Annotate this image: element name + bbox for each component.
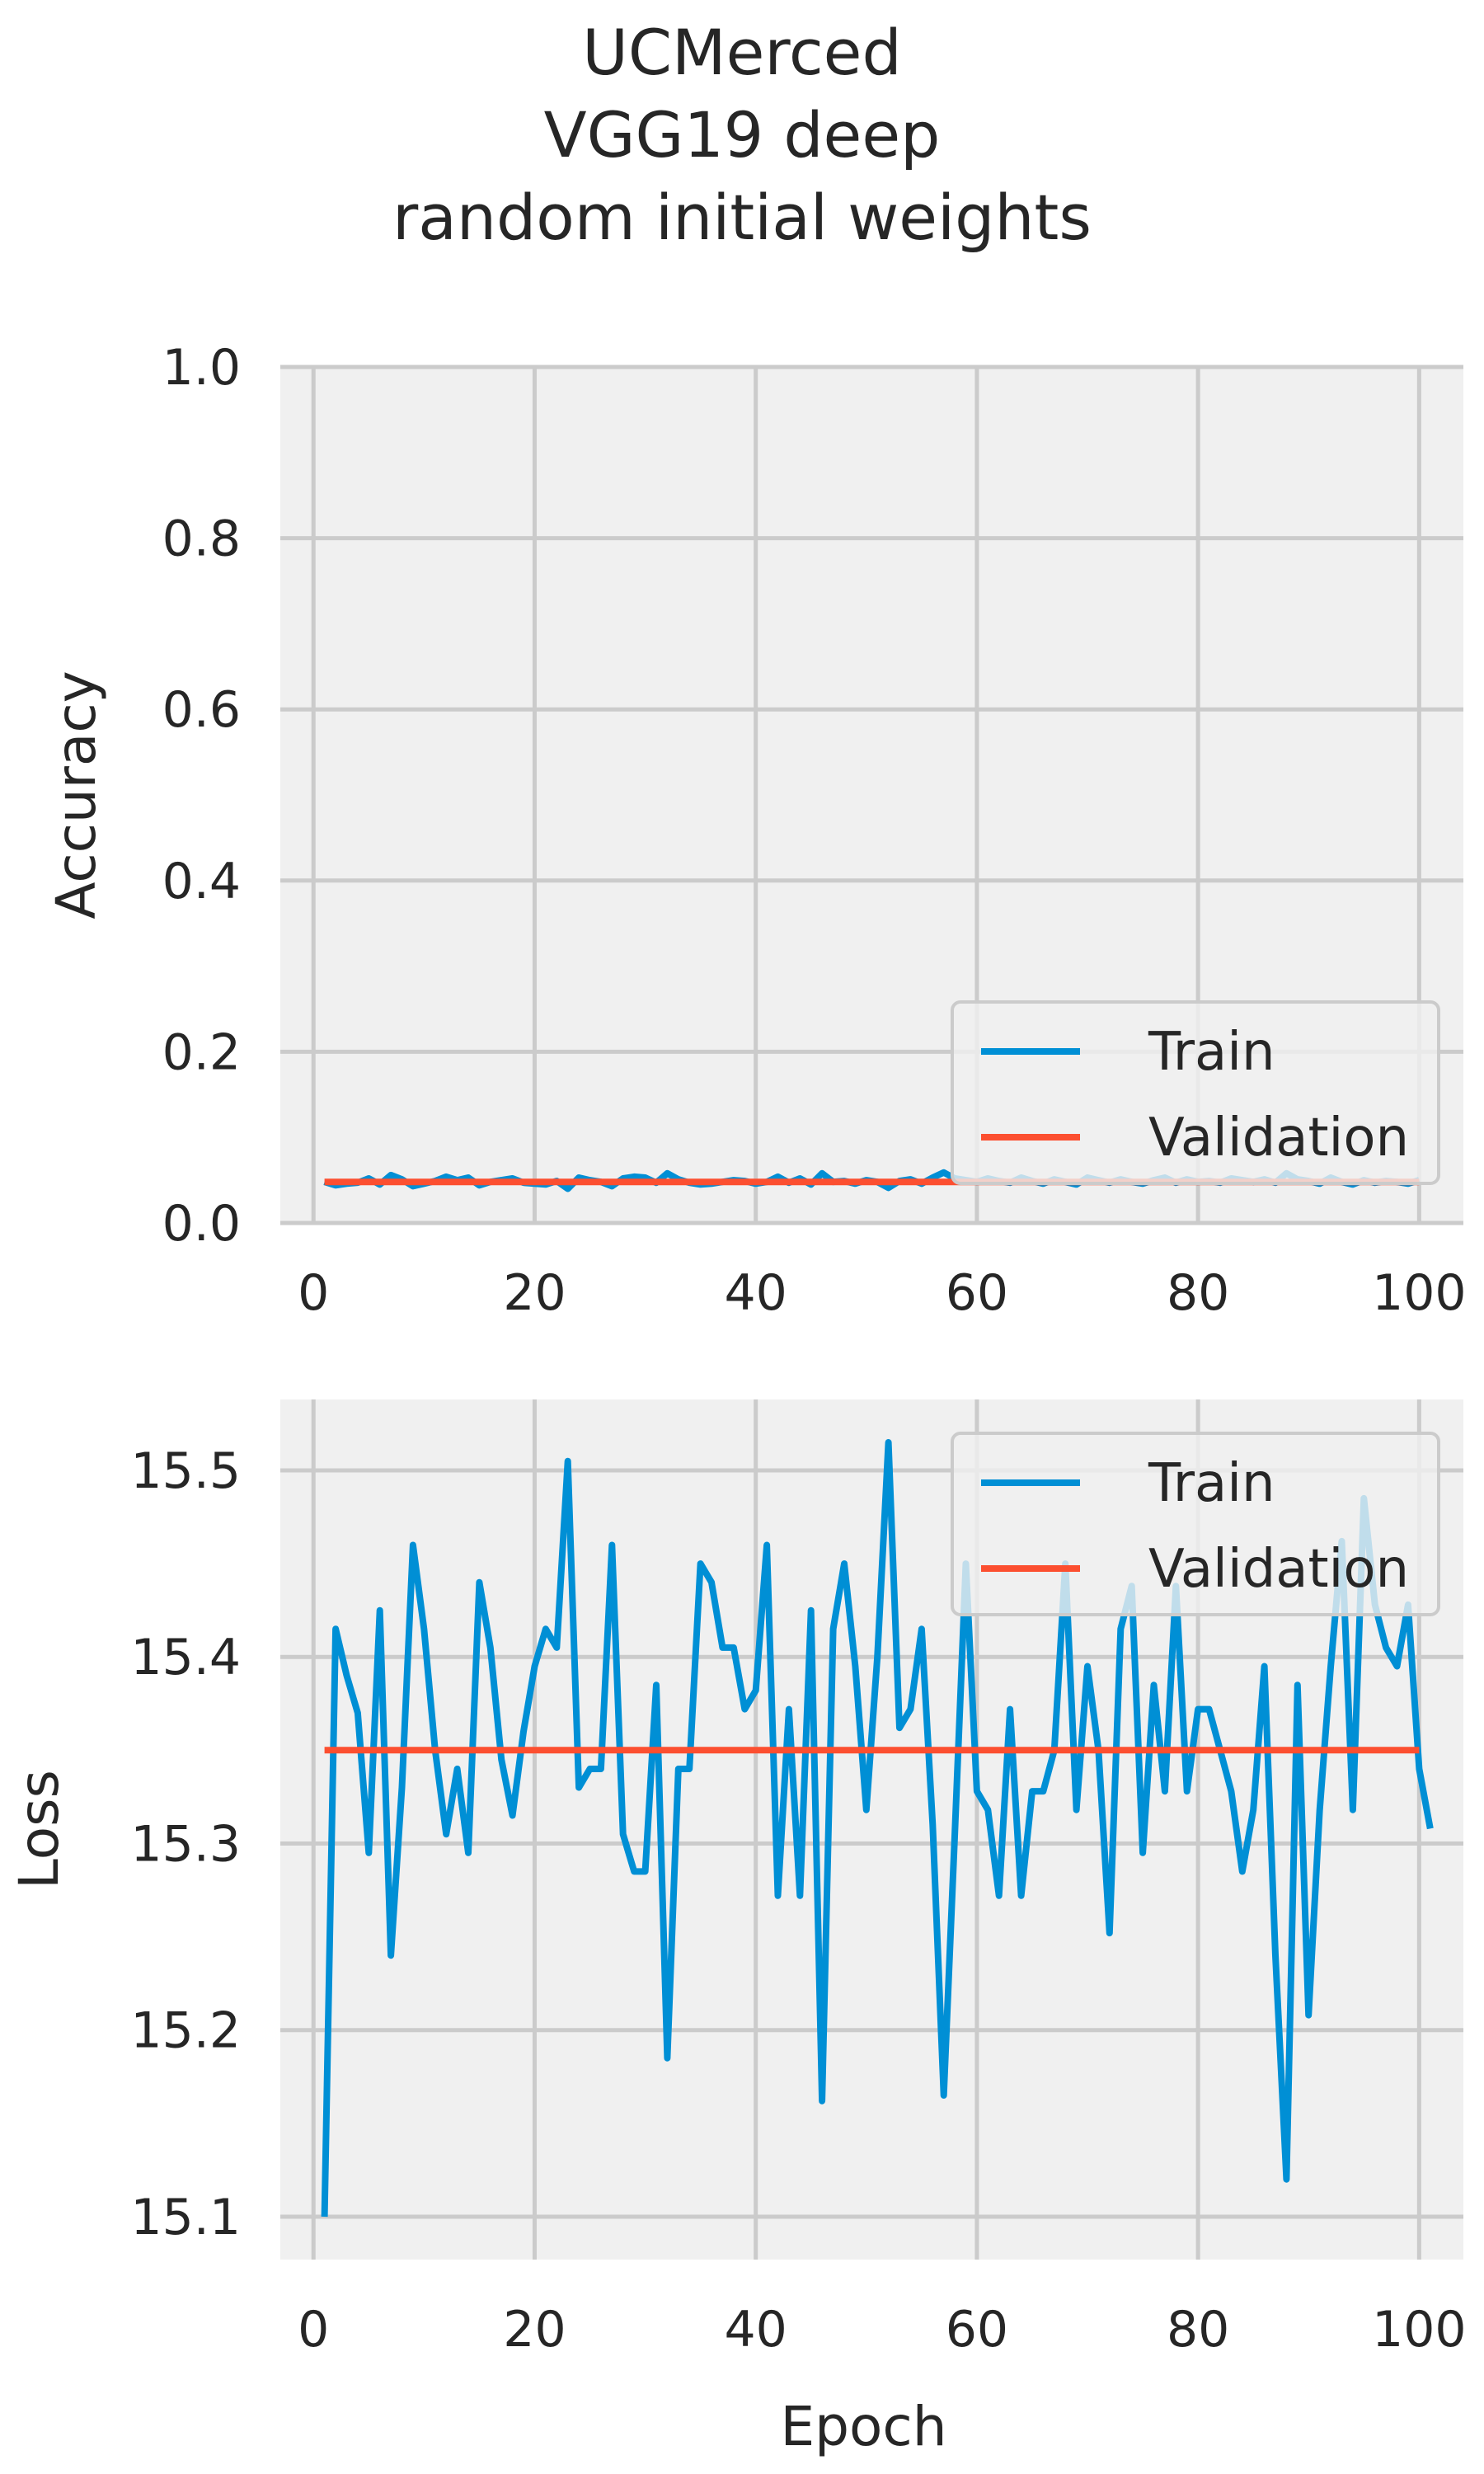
title-line-1: UCMerced bbox=[582, 16, 901, 89]
legend: Train Validation bbox=[951, 1000, 1440, 1185]
x-tick-label: 0 bbox=[298, 1264, 329, 1322]
series-line-train bbox=[321, 1439, 1434, 2218]
y-tick-label: 15.4 bbox=[130, 1629, 241, 1686]
x-tick-label: 40 bbox=[725, 2301, 787, 2359]
x-tick-label: 100 bbox=[1372, 1264, 1467, 1322]
x-tick-label: 80 bbox=[1167, 2301, 1229, 2359]
y-tick-label: 1.0 bbox=[162, 339, 241, 397]
legend: Train Validation bbox=[951, 1432, 1440, 1616]
title-line-3: random initial weights bbox=[392, 181, 1092, 254]
x-tick-label: 40 bbox=[725, 1264, 787, 1322]
x-tick-label: 0 bbox=[298, 2301, 329, 2359]
y-axis-label: Accuracy bbox=[45, 670, 108, 919]
y-axis-label: Loss bbox=[7, 1770, 71, 1889]
title-line-2: VGG19 deep bbox=[544, 98, 941, 172]
x-tick-label: 60 bbox=[946, 2301, 1008, 2359]
x-tick-label: 100 bbox=[1372, 2301, 1467, 2359]
y-tick-label: 15.1 bbox=[130, 2189, 241, 2246]
legend-label-validation: Validation bbox=[1148, 1539, 1409, 1600]
legend-label-validation: Validation bbox=[1148, 1108, 1409, 1169]
y-tick-label: 0.8 bbox=[162, 510, 241, 568]
y-tick-label: 15.2 bbox=[130, 2002, 241, 2060]
y-tick-label: 15.5 bbox=[130, 1442, 241, 1500]
panel-accuracy: 0.0 0.2 0.4 0.6 0.8 1.0 0 20 40 60 80 100 Accuracy Tr… bbox=[45, 339, 1467, 1322]
panel-loss: 15.1 15.2 15.3 15.4 15.5 0 20 40 60 80 100 Loss Epoc… bbox=[7, 1399, 1467, 2458]
y-tick-label: 0.0 bbox=[162, 1195, 241, 1253]
legend-label-train: Train bbox=[1148, 1453, 1275, 1514]
x-tick-label: 60 bbox=[946, 1264, 1008, 1322]
panels: 0.0 0.2 0.4 0.6 0.8 1.0 0 20 40 60 80 100 Accuracy Tr… bbox=[7, 339, 1467, 2458]
y-tick-label: 0.6 bbox=[162, 681, 241, 739]
x-tick-label: 80 bbox=[1167, 1264, 1229, 1322]
x-tick-label: 20 bbox=[503, 2301, 566, 2359]
y-tick-label: 15.3 bbox=[130, 1815, 241, 1873]
x-tick-label: 20 bbox=[503, 1264, 566, 1322]
legend-label-train: Train bbox=[1148, 1022, 1275, 1083]
figure-title: UCMerced VGG19 deep random initial weigh… bbox=[392, 16, 1092, 254]
y-tick-label: 0.2 bbox=[162, 1023, 241, 1081]
y-tick-label: 0.4 bbox=[162, 853, 241, 910]
x-axis-label: Epoch bbox=[780, 2395, 946, 2458]
